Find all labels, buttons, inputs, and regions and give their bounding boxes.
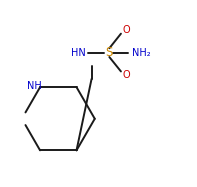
Text: NH₂: NH₂ bbox=[132, 48, 151, 58]
Text: HN: HN bbox=[71, 48, 86, 58]
Text: O: O bbox=[122, 25, 130, 35]
Text: NH: NH bbox=[27, 81, 42, 91]
Text: S: S bbox=[106, 46, 113, 59]
Text: O: O bbox=[122, 70, 130, 80]
